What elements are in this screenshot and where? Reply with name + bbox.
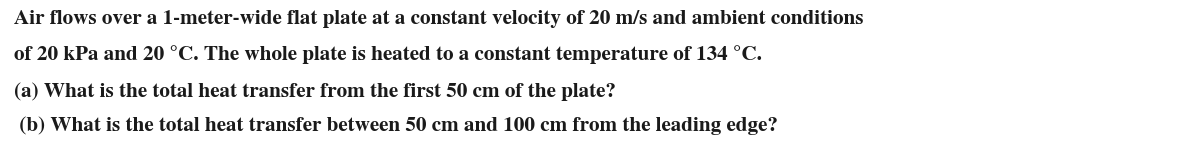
Text: of 20 kPa and 20 °C. The whole plate is heated to a constant temperature of 134 : of 20 kPa and 20 °C. The whole plate is … xyxy=(14,45,762,64)
Text: (b) What is the total heat transfer between 50 cm and 100 cm from the leading ed: (b) What is the total heat transfer betw… xyxy=(14,116,778,135)
Text: (a) What is the total heat transfer from the first 50 cm of the plate?: (a) What is the total heat transfer from… xyxy=(14,82,616,101)
Text: Air flows over a 1-meter-wide flat plate at a constant velocity of 20 m/s and am: Air flows over a 1-meter-wide flat plate… xyxy=(14,10,864,28)
